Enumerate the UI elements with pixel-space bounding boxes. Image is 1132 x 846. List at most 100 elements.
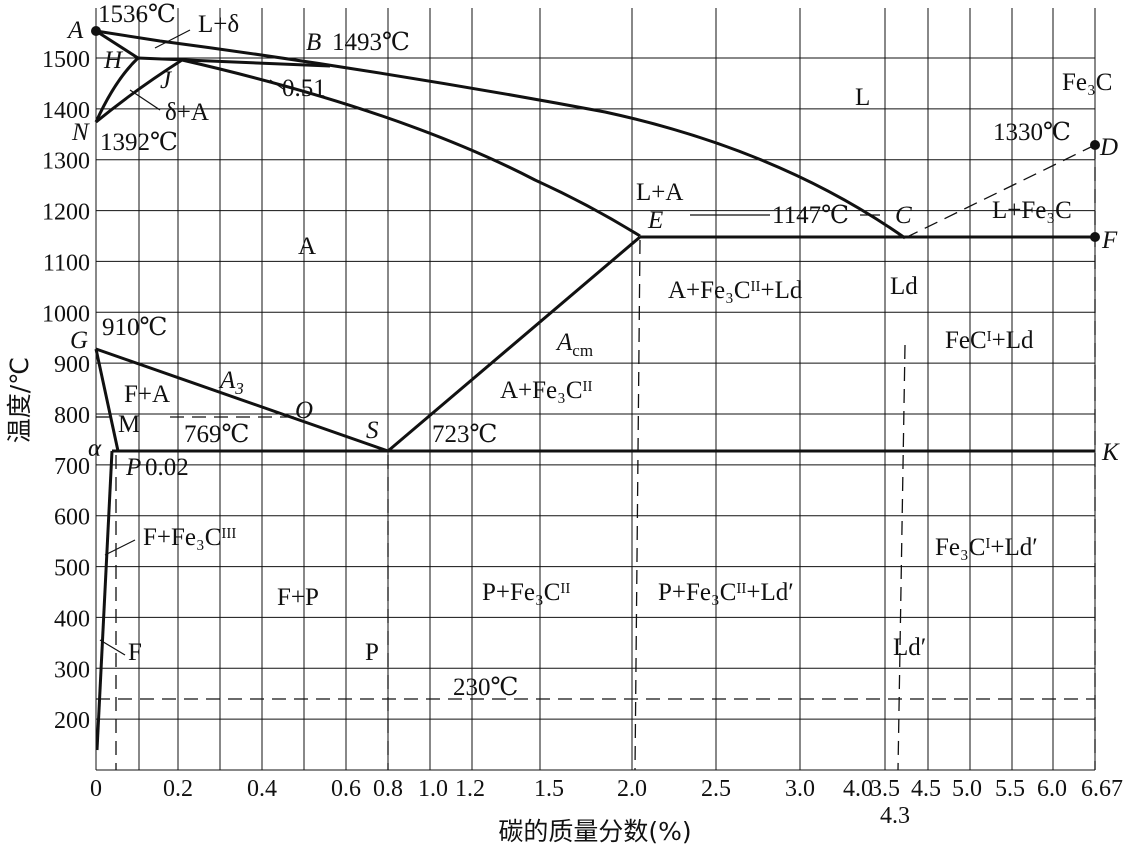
leader-F [99,639,126,656]
y-tick-label: 1200 [42,200,90,226]
line-NJ [95,58,183,124]
y-tick-label: 1300 [42,149,90,175]
region-Fe3CI-Ld2: Fe₃Cᴵ+Ld′ [935,534,1038,561]
point-P-value: 0.02 [145,454,189,481]
region-Ld: Ld [890,273,918,300]
y-tick-label: 1500 [42,47,90,73]
x-tick-label: 2.5 [701,776,731,802]
region-A-Fe3CII: A+Fe₃Cᴵᴵ [500,377,593,404]
y-tick-label: 1100 [43,250,90,276]
point-M: M [118,411,140,438]
Acm-label: Acm [555,329,593,360]
region-F-P: F+P [277,584,319,611]
A3-label: A3 [218,367,244,398]
dash-C-vertical [897,344,906,771]
y-axis-title: 温度/℃ [5,357,34,444]
y-tick-label: 800 [54,403,90,429]
line-NH [94,56,140,123]
y-tick-label: 600 [54,505,90,531]
x-tick-label: 0.2 [163,776,193,802]
temp-230: 230℃ [453,674,518,701]
line-GP [94,348,120,452]
region-P: P [365,639,379,666]
point-H: H [103,47,124,74]
x-tick-label: 3.5 [870,776,900,802]
region-A: A [298,233,316,260]
y-tick-label: 1400 [42,98,90,124]
leader-F-Fe3CIII [104,539,136,556]
Fe3C-liquidus-CD [904,144,1096,239]
point-M-temp: 769℃ [184,421,249,448]
region-P-Fe3CII-Ld2: P+Fe₃Cᴵᴵ+Ld′ [658,579,794,606]
point-S: S [366,417,379,444]
region-F: F [128,639,142,666]
peritectic-HJB [137,56,331,68]
x-tick-label: 1.0 [418,776,448,802]
x-tick-4.3: 4.3 [880,803,910,829]
x-tick-labels: 0 0.2 0.4 0.6 0.8 1.0 1.2 1.5 2.0 2.5 3.0 3.54.0 4.5… [90,776,1123,802]
point-G-temp: 910℃ [102,314,167,341]
x-tick-label: 5.5 [995,776,1025,802]
point-B-temp: 1493℃ [332,29,410,56]
grid [95,8,1096,771]
region-Fe3C: Fe₃C [1062,69,1112,96]
leader-0.51 [269,79,286,91]
region-Ld2: Ld′ [893,634,926,661]
x-tick-label: 0.8 [373,776,403,802]
x-tick-label: 0.6 [331,776,361,802]
x-tick-label: 4.0 [843,776,873,802]
phase-lines [94,29,1096,771]
y-tick-label: 1000 [42,301,90,327]
x-tick-label: 0.4 [247,776,277,802]
y-tick-label: 200 [54,708,90,734]
liquidus-ABC [95,29,906,240]
y-tick-labels: 200 300 400 500 600 700 800 900 1000 1100 1200 1300… [42,47,90,734]
point-D-temp: 1330℃ [993,119,1071,146]
point-A: A [66,17,84,44]
point-P: P [125,454,141,481]
region-P-Fe3CII: P+Fe₃Cᴵᴵ [482,579,570,606]
region-L-Fe3C: L+Fe₃C [992,197,1072,224]
point-G: G [70,327,88,354]
A3-line-GS [95,347,389,453]
region-delta-A: δ+A [165,99,209,126]
point-O: O [295,397,313,424]
x-tick-label: 4.5 [911,776,941,802]
region-L-A: L+A [636,179,683,206]
region-F-Fe3CIII: F+Fe₃Cᴵᴵᴵ [143,524,236,551]
solvus-PQ [95,450,114,751]
y-tick-label: 900 [54,352,90,378]
point-K: K [1101,439,1120,466]
region-L-delta: L+δ [198,11,239,38]
region-F-A: F+A [124,381,170,408]
x-tick-label: 0 [90,776,102,802]
x-tick-label: 6.0 [1037,776,1067,802]
line-AH [95,29,139,60]
point-D: D [1099,134,1118,161]
region-A-Fe3CII-Ld: A+Fe₃Cᴵᴵ+Ld [668,277,803,304]
point-D-dot [1090,140,1100,150]
leader-delta-A [129,89,161,111]
x-tick-label: 5.0 [952,776,982,802]
point-C-temp: 1147℃ [772,202,849,229]
solidus-JE [181,58,641,238]
y-tick-label: 400 [54,606,90,632]
x-tick-label: 1.2 [455,776,485,802]
leader-L-delta [154,29,191,49]
x-tick-label: 3.0 [785,776,815,802]
dash-E-vertical [634,239,641,771]
x-tick-label: 2.0 [617,776,647,802]
point-N-temp: 1392℃ [100,129,178,156]
point-A-dot [91,26,101,36]
y-tick-label: 500 [54,556,90,582]
point-F: F [1101,227,1118,254]
point-S-temp: 723℃ [432,421,497,448]
region-L: L [855,84,870,111]
point-B: B [306,29,321,56]
point-A-temp: 1536℃ [98,1,176,28]
Acm-line-ES [387,235,641,453]
point-alpha: α [88,435,102,462]
point-C: C [895,202,912,229]
y-tick-label: 300 [54,657,90,683]
